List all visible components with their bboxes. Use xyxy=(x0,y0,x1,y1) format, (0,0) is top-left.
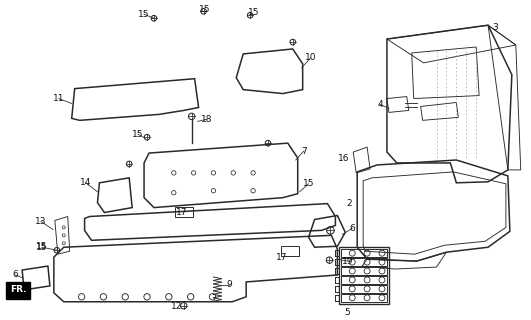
Text: 15: 15 xyxy=(303,179,314,188)
Text: 3: 3 xyxy=(492,23,498,32)
Text: 15: 15 xyxy=(249,8,260,17)
Text: 17: 17 xyxy=(176,208,187,217)
Text: 15: 15 xyxy=(36,243,48,252)
Text: 14: 14 xyxy=(80,178,91,187)
Text: 17: 17 xyxy=(276,253,288,262)
Text: 12: 12 xyxy=(171,302,183,311)
Polygon shape xyxy=(6,282,30,299)
Text: 15: 15 xyxy=(138,10,150,19)
Text: 19: 19 xyxy=(341,257,353,266)
Text: 7: 7 xyxy=(301,147,306,156)
Text: 11: 11 xyxy=(53,94,65,103)
Text: 15: 15 xyxy=(199,5,210,14)
Text: 15: 15 xyxy=(132,130,144,139)
Text: 5: 5 xyxy=(345,308,350,317)
Text: 6: 6 xyxy=(349,224,355,233)
Text: 16: 16 xyxy=(338,154,349,163)
Text: 13: 13 xyxy=(35,217,47,226)
Text: 6: 6 xyxy=(12,270,18,279)
Text: 2: 2 xyxy=(346,199,352,208)
Text: 18: 18 xyxy=(201,115,212,124)
Text: FR.: FR. xyxy=(10,285,27,294)
Text: 9: 9 xyxy=(226,280,232,289)
Text: 4: 4 xyxy=(377,100,383,109)
Text: 10: 10 xyxy=(305,53,316,62)
Text: 15: 15 xyxy=(36,242,48,251)
